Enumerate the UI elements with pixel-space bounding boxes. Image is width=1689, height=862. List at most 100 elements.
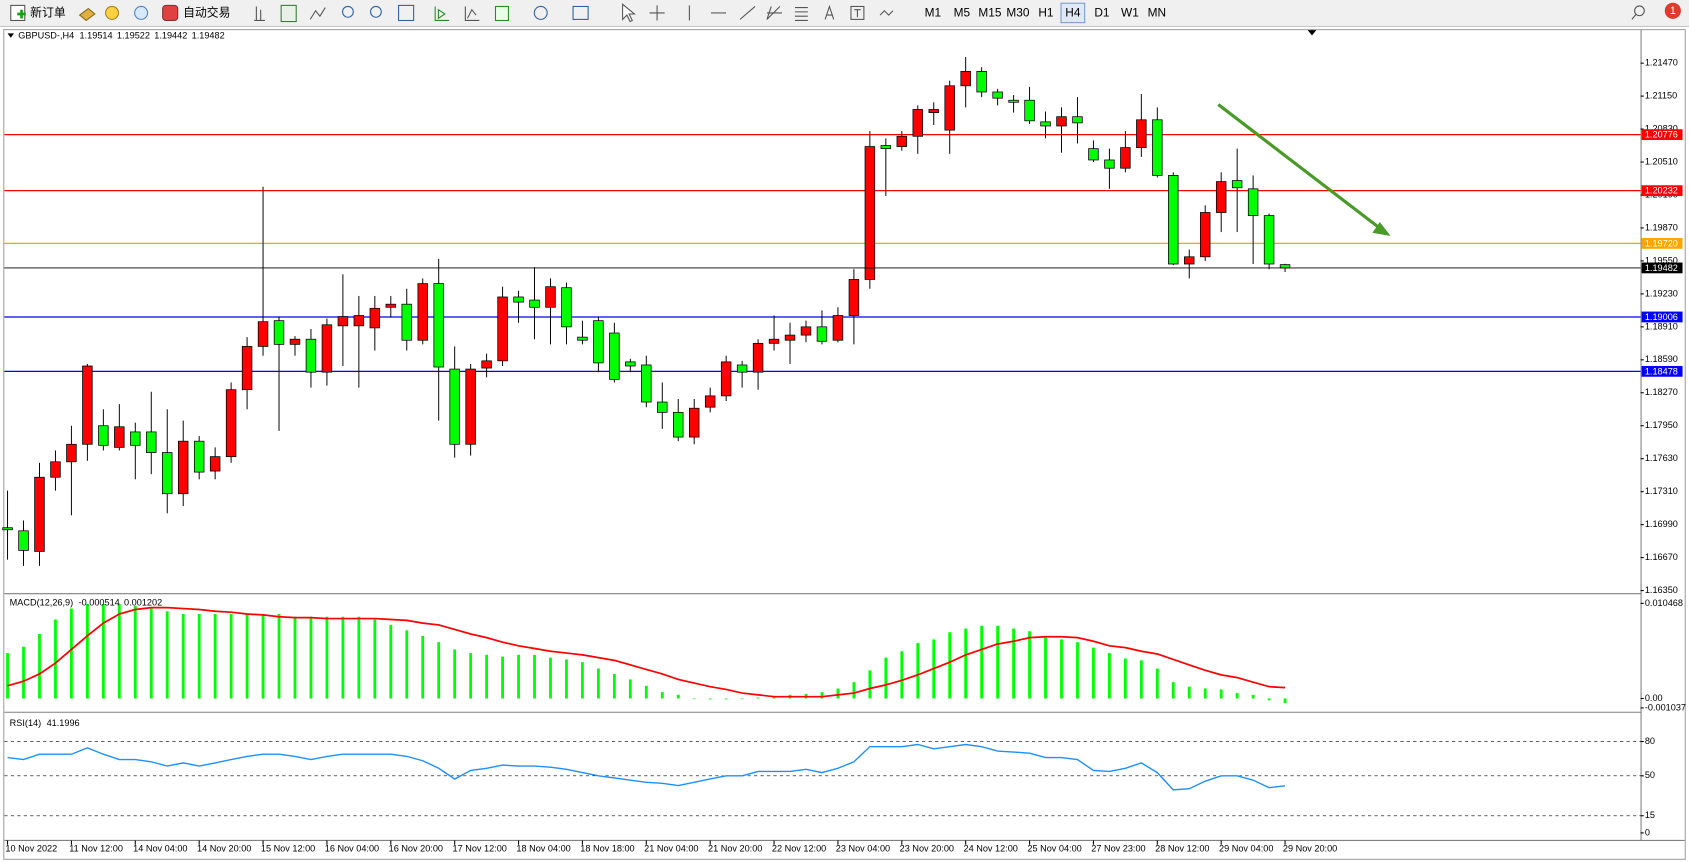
- macd-bar: [181, 614, 185, 699]
- icon[interactable]: [854, 9, 861, 18]
- candle-body: [992, 91, 1003, 99]
- icon[interactable]: [1634, 5, 1645, 17]
- candle-body: [688, 407, 700, 438]
- timeframe-button[interactable]: H4: [1065, 6, 1081, 20]
- macd-bar: [261, 614, 265, 699]
- notifications[interactable]: 1: [1664, 2, 1681, 19]
- icon[interactable]: [879, 10, 894, 16]
- auto-trading-button[interactable]: 自动交易: [162, 4, 231, 22]
- candle-body: [1120, 147, 1131, 169]
- macd-bar: [22, 646, 25, 699]
- level-label-box: [1641, 185, 1683, 197]
- level-label: 1.18478: [1645, 366, 1678, 376]
- macd-bar: [1219, 689, 1223, 699]
- icon[interactable]: [134, 5, 149, 20]
- y-tick-label: 1.18590: [1645, 354, 1678, 364]
- header-part: RSI(14): [10, 719, 41, 729]
- x-tick-label: 16 Nov 20:00: [389, 843, 443, 853]
- timeframe-button[interactable]: M5: [954, 6, 971, 20]
- candle-body: [1008, 99, 1019, 103]
- timeframe-button[interactable]: MN: [1148, 6, 1166, 20]
- icon[interactable]: [309, 7, 326, 20]
- timeframe-button[interactable]: D1: [1094, 6, 1110, 20]
- icon[interactable]: [794, 7, 808, 22]
- candle-body: [848, 279, 860, 316]
- level-label-box: [1641, 129, 1683, 141]
- timeframe-button[interactable]: M1: [925, 6, 942, 20]
- timeframe-button[interactable]: W1: [1121, 6, 1139, 20]
- macd-bar: [1139, 660, 1143, 699]
- level-label: 1.19720: [1645, 238, 1678, 248]
- macd-bar: [421, 635, 425, 699]
- macd-bar: [373, 619, 377, 699]
- y-tick-label: 1.17310: [1645, 486, 1678, 496]
- macd-bar: [756, 697, 760, 699]
- icon[interactable]: [434, 6, 450, 22]
- icon[interactable]: [105, 5, 120, 20]
- macd-bar: [820, 692, 824, 699]
- y-tick-label: 1.20510: [1645, 156, 1678, 166]
- macd-bar: [964, 628, 968, 699]
- y-tick-label: 0.010468: [1645, 598, 1683, 608]
- x-tick-label: 17 Nov 12:00: [453, 843, 507, 853]
- macd-bar: [1203, 688, 1207, 699]
- icon[interactable]: [850, 5, 865, 20]
- icon[interactable]: [464, 6, 480, 22]
- timeframe-button[interactable]: M15: [978, 6, 1001, 20]
- macd-bar: [54, 619, 57, 699]
- candle-body: [18, 530, 29, 551]
- signal-line: [7, 606, 1286, 698]
- macd-bar: [1060, 639, 1063, 699]
- icon[interactable]: [572, 5, 589, 20]
- macd-bar: [549, 657, 552, 699]
- x-tick-label: 23 Nov 04:00: [836, 843, 890, 853]
- candle-body: [193, 440, 205, 473]
- icon[interactable]: [622, 3, 636, 23]
- candle-body: [976, 70, 987, 93]
- candle-body: [1279, 264, 1291, 269]
- candle-body: [82, 365, 93, 445]
- x-tick-label: 23 Nov 20:00: [900, 843, 954, 853]
- button-label: 自动交易: [183, 6, 230, 20]
- icon[interactable]: [649, 5, 665, 21]
- icon[interactable]: [1631, 13, 1637, 20]
- icon[interactable]: [254, 6, 265, 22]
- candle-body: [832, 315, 844, 341]
- level-label-box: [1641, 311, 1683, 323]
- candle-body: [800, 326, 812, 336]
- timeframe-button[interactable]: M30: [1006, 6, 1029, 20]
- candle-body: [880, 145, 892, 150]
- icon[interactable]: [494, 5, 509, 22]
- macd-bar: [1155, 668, 1159, 699]
- level-label: 1.20776: [1645, 130, 1678, 140]
- candle-body: [465, 368, 476, 445]
- icon[interactable]: [533, 5, 548, 20]
- icon[interactable]: [766, 6, 783, 20]
- timeframe-button[interactable]: H1: [1038, 6, 1054, 20]
- candle-body: [1168, 175, 1179, 265]
- icon[interactable]: [342, 5, 354, 18]
- icon[interactable]: [280, 4, 297, 23]
- icon[interactable]: [739, 6, 756, 20]
- macd-bar: [1012, 628, 1015, 699]
- x-tick-label: 15 Nov 12:00: [261, 843, 315, 853]
- macd-bar: [437, 642, 441, 699]
- macd-bar: [277, 614, 281, 699]
- new-order-button[interactable]: 新订单: [10, 4, 66, 22]
- icon[interactable]: [370, 5, 382, 18]
- y-tick-label: 0: [1645, 827, 1650, 837]
- candle-body: [1152, 119, 1163, 176]
- icon[interactable]: [824, 4, 835, 20]
- candle-body: [225, 389, 237, 458]
- candle-body: [417, 283, 428, 341]
- y-tick-label: 1.16670: [1645, 552, 1678, 562]
- timeframe-bar: M1 M5 M15 M30 H1 H4 D1 W1 MN: [925, 2, 1166, 24]
- macd-bar: [612, 673, 616, 699]
- macd-bar: [581, 662, 584, 699]
- icon[interactable]: [398, 4, 415, 22]
- icon[interactable]: [78, 7, 96, 22]
- macd-bar: [85, 604, 89, 699]
- x-tick-label: 14 Nov 04:00: [133, 843, 187, 853]
